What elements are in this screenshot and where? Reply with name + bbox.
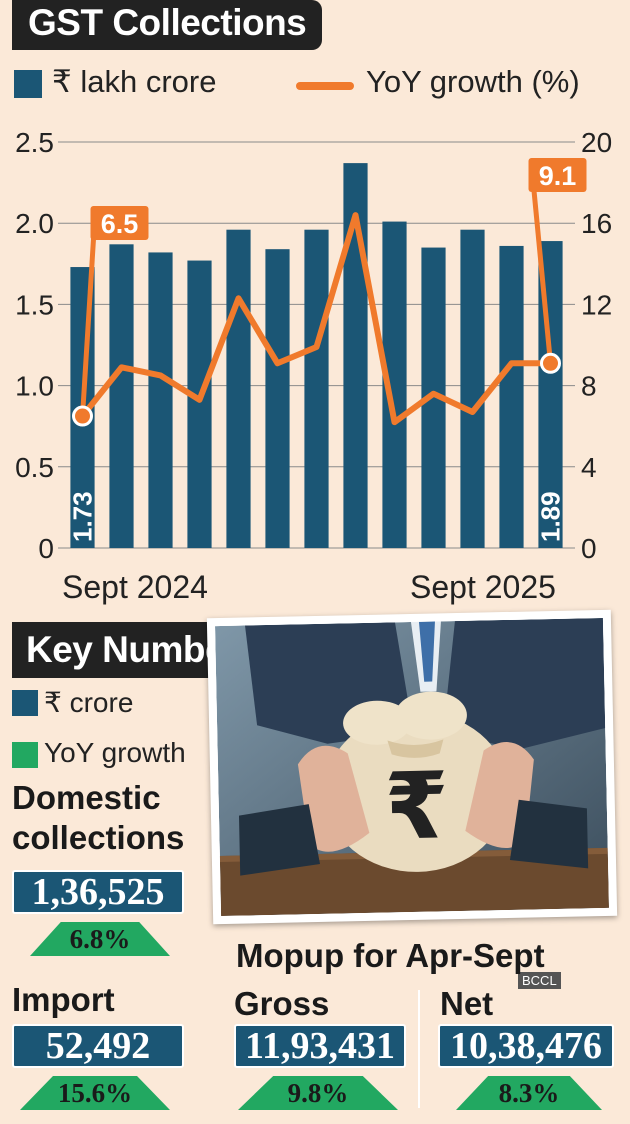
left-axis-tick: 2.0 xyxy=(15,208,54,239)
photo-credit: BCCL xyxy=(518,972,561,989)
label-leader xyxy=(530,174,553,364)
domestic-growth: 6.8% xyxy=(30,922,170,956)
line-label-box xyxy=(90,206,149,240)
left-axis-tick: 1.5 xyxy=(15,289,54,320)
domestic-value: 1,36,525 xyxy=(12,870,184,914)
legend-line-swatch xyxy=(296,82,354,90)
gross-value: 11,93,431 xyxy=(234,1024,406,1068)
left-axis-tick: 0.5 xyxy=(15,452,54,483)
bar xyxy=(187,260,212,548)
right-axis-tick: 0 xyxy=(581,533,597,564)
bar xyxy=(109,244,134,548)
domestic-heading-line1: Domestic xyxy=(12,779,161,816)
right-axis-tick: 20 xyxy=(581,127,612,158)
right-axis-tick: 12 xyxy=(581,289,612,320)
legend-bar-swatch xyxy=(14,70,42,98)
line-point xyxy=(72,405,93,427)
x-tick-label: Sept 2025 xyxy=(410,569,556,605)
bar-data-label: 1.73 xyxy=(68,491,98,542)
left-axis-tick: 1.0 xyxy=(15,371,54,402)
mopup-divider xyxy=(418,990,420,1108)
legend-crore-swatch xyxy=(12,690,38,716)
left-axis-tick: 2.5 xyxy=(15,127,54,158)
x-tick-label: Sept 2024 xyxy=(62,569,208,605)
money-bag-icon xyxy=(324,711,509,872)
net-value: 10,38,476 xyxy=(438,1024,614,1068)
chart-title: GST Collections xyxy=(12,0,323,50)
gross-heading: Gross xyxy=(234,985,330,1022)
import-heading: Import xyxy=(12,981,115,1018)
line-data-label: 9.1 xyxy=(539,161,577,191)
bar-data-label: 1.89 xyxy=(536,491,566,542)
line-point xyxy=(540,352,561,374)
growth-line xyxy=(80,212,551,426)
import-value: 52,492 xyxy=(12,1024,184,1068)
legend-line-label: YoY growth (%) xyxy=(366,64,580,99)
import-growth: 15.6% xyxy=(20,1076,170,1110)
mopup-heading: Mopup for Apr-Sept xyxy=(236,937,545,974)
money-bag-photo: ₹ xyxy=(206,609,618,925)
right-axis-tick: 16 xyxy=(581,208,612,239)
legend-crore-label: ₹ crore xyxy=(44,687,134,718)
domestic-heading-line2: collections xyxy=(12,819,185,856)
bar xyxy=(148,252,173,548)
legend-growth-swatch xyxy=(12,742,38,768)
line-data-label: 6.5 xyxy=(101,209,139,239)
bar xyxy=(304,229,329,549)
legend-bar-label: ₹ lakh crore xyxy=(52,64,217,99)
svg-text:₹: ₹ xyxy=(384,752,450,860)
left-axis-tick: 0 xyxy=(38,533,54,564)
chart-plot: 1.73 1.89 6.5 9.1 0 0.5 1.0 1.5 2.0 2.5 0 4 8 12 16 20… xyxy=(15,127,612,605)
bar xyxy=(265,249,290,548)
line-label-box xyxy=(528,158,587,192)
gross-growth: 9.8% xyxy=(238,1076,398,1110)
bar xyxy=(499,245,524,548)
net-heading: Net xyxy=(440,985,494,1022)
bar xyxy=(460,229,485,549)
bar xyxy=(226,229,251,549)
right-axis-tick: 8 xyxy=(581,371,597,402)
label-leader xyxy=(80,222,97,417)
legend-growth-label: YoY growth xyxy=(44,737,186,768)
net-growth: 8.3% xyxy=(456,1076,602,1110)
right-axis-tick: 4 xyxy=(581,452,597,483)
